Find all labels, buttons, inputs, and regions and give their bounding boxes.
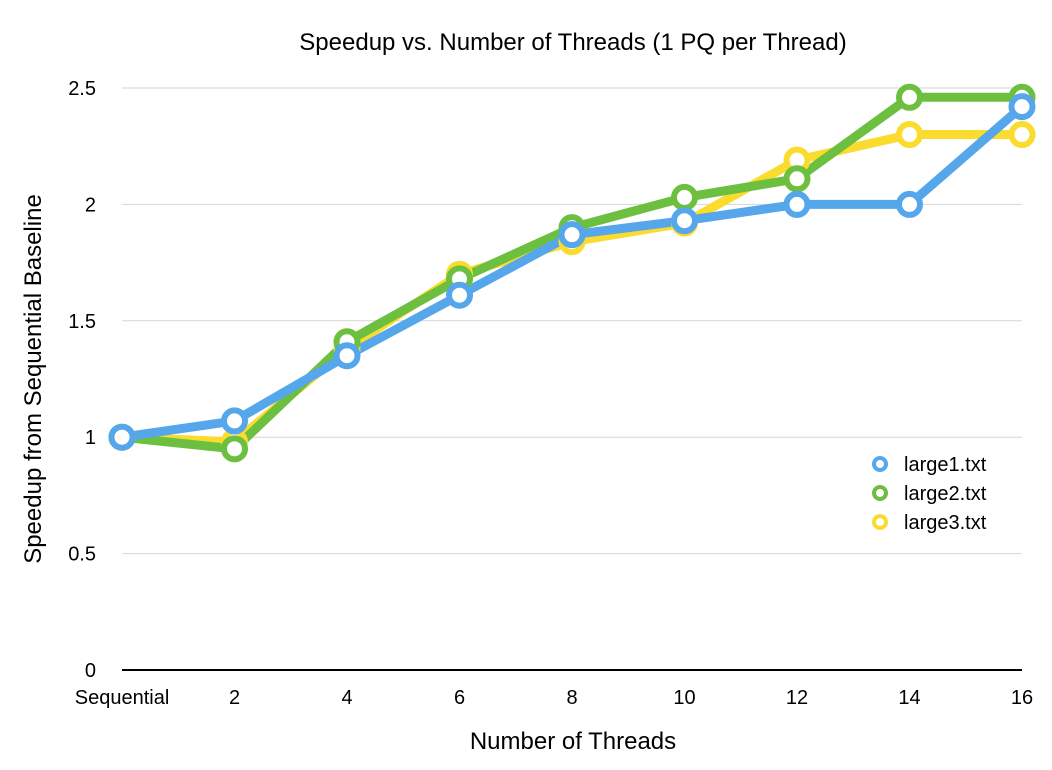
x-axis-ticks: Sequential 2 4 6 8 10 12 14 16 <box>75 687 1033 709</box>
x-tick-label: 2 <box>229 687 240 709</box>
gridlines <box>122 87 1022 555</box>
y-tick-label: 1 <box>85 427 96 449</box>
x-tick-label: 12 <box>786 687 808 709</box>
data-point <box>1008 93 1036 121</box>
y-tick-label: 0 <box>85 660 96 682</box>
data-point <box>108 423 136 451</box>
data-point <box>221 435 248 463</box>
data-point <box>671 207 698 235</box>
x-axis-label: Number of Threads <box>470 728 676 755</box>
series-line-large1.txt <box>117 102 1027 442</box>
series-line-large2.txt <box>117 92 1027 454</box>
x-tick-label: 4 <box>341 687 352 709</box>
y-tick-label: 1.5 <box>68 311 96 333</box>
y-tick-label: 2.5 <box>68 78 96 100</box>
y-tick-label: 0.5 <box>68 544 96 566</box>
y-axis-ticks: 0 0.5 1 1.5 2 2.5 <box>68 78 96 682</box>
series-line-large3.txt <box>117 130 1027 447</box>
y-tick-label: 2 <box>85 194 96 216</box>
legend-marker <box>872 485 888 501</box>
data-point <box>896 190 923 218</box>
y-axis-label: Speedup from Sequential Baseline <box>20 194 47 564</box>
series-points <box>108 83 1036 463</box>
data-point <box>783 165 811 193</box>
x-tick-label: 14 <box>898 687 920 709</box>
legend-label: large3.txt <box>904 512 987 534</box>
data-point <box>1008 121 1036 149</box>
x-tick-label: 6 <box>454 687 465 709</box>
data-point <box>221 407 248 435</box>
data-point <box>671 183 698 211</box>
legend-label: large2.txt <box>904 483 987 505</box>
data-point <box>896 121 923 149</box>
legend: large1.txt large2.txt large3.txt <box>872 454 987 534</box>
x-tick-label: 10 <box>673 687 695 709</box>
data-point <box>783 190 811 218</box>
data-point <box>333 342 361 370</box>
legend-label: large1.txt <box>904 454 987 476</box>
x-tick-label: 16 <box>1011 687 1033 709</box>
data-point <box>446 281 473 309</box>
data-point <box>896 83 923 111</box>
legend-marker <box>872 514 888 530</box>
series-lines <box>117 92 1027 454</box>
legend-marker <box>872 456 888 472</box>
chart-title: Speedup vs. Number of Threads (1 PQ per … <box>299 29 846 56</box>
data-point <box>558 221 586 249</box>
x-tick-label: Sequential <box>75 687 170 709</box>
x-tick-label: 8 <box>566 687 577 709</box>
